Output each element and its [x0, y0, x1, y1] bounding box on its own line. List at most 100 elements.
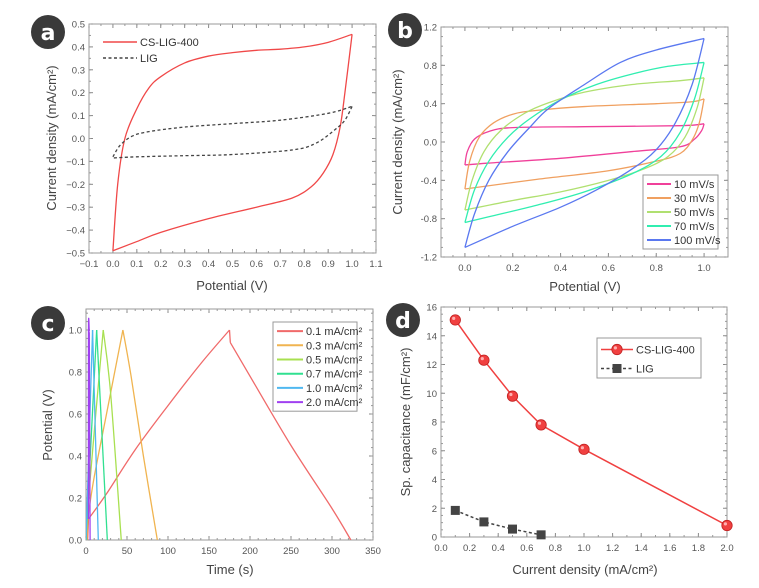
- y-tick-label: 0.4: [72, 42, 85, 53]
- x-tick-label: 1.4: [635, 543, 648, 554]
- legend-label: 1.0 mA/cm²: [306, 383, 363, 395]
- x-tick-label: −0.1: [80, 259, 99, 270]
- series-lig-point: [508, 524, 517, 534]
- series-1-0-ma-cm--line: [91, 329, 99, 540]
- x-tick-label: 0: [83, 546, 88, 557]
- legend-label: 50 mV/s: [674, 207, 715, 219]
- series-cs-lig-400-point: [478, 354, 490, 366]
- series-0-1-ma-cm--line: [86, 518, 90, 540]
- x-tick-label: 100: [160, 546, 176, 557]
- legend: 0.1 mA/cm² 0.3 mA/cm² 0.5 mA/cm² 0.7 mA/cm²…: [272, 321, 363, 412]
- series-lig-point: [536, 530, 546, 540]
- series-cs-lig-400-point-highlight: [537, 421, 542, 425]
- x-tick-label: 50: [122, 546, 133, 557]
- x-tick-label: 1.0: [345, 259, 358, 270]
- x-tick-label: 0.6: [520, 543, 533, 554]
- series-0-7-ma-cm--line: [86, 329, 98, 540]
- y-tick-label: 0.8: [69, 368, 82, 379]
- legend: 10 mV/s 30 mV/s 50 mV/s 70 mV/s 100 mV/s: [642, 174, 721, 250]
- series-100-mv-s-line: [464, 38, 705, 249]
- series-group: [464, 37, 705, 249]
- series-2-0-ma-cm--line: [88, 332, 91, 540]
- x-tick-label: 0.4: [554, 263, 567, 274]
- series-0-5-ma-cm--line: [102, 329, 122, 540]
- x-tick-label: 1.6: [663, 543, 676, 554]
- series-70-mv-s-line: [464, 61, 705, 223]
- y-tick-label: 0.6: [69, 410, 82, 421]
- y-tick-label: -0.8: [421, 214, 437, 225]
- y-axis-label: Potential (V): [40, 389, 55, 461]
- legend-label: CS-LIG-400: [140, 37, 199, 49]
- series-cs-lig-400-point: [721, 519, 733, 532]
- legend-label: 10 mV/s: [674, 179, 715, 191]
- series-cs-lig-400-point-highlight: [452, 316, 456, 320]
- legend-label: 0.3 mA/cm²: [306, 340, 363, 352]
- y-tick-label: 12: [426, 360, 437, 371]
- panel-badge: [31, 306, 65, 340]
- series-50-mv-s-line: [464, 77, 705, 211]
- series-10-mv-s-line: [464, 123, 705, 166]
- panel-badge: [386, 303, 420, 337]
- x-tick-label: 0.2: [506, 263, 519, 274]
- x-axis-label: Time (s): [206, 562, 253, 577]
- legend-label: 30 mV/s: [674, 193, 715, 205]
- x-tick-label: 0.9: [322, 259, 335, 270]
- x-tick-label: 0.2: [154, 259, 167, 270]
- x-tick-label: 1.1: [369, 259, 382, 270]
- y-tick-label: −0.3: [66, 203, 85, 214]
- series-0-1-ma-cm--line: [229, 342, 352, 540]
- legend-label: 0.5 mA/cm²: [306, 355, 363, 367]
- y-axis-label: Sp. capacitance (mF/cm²): [398, 348, 413, 497]
- series-0-3-ma-cm--line: [122, 329, 158, 540]
- legend-label: CS-LIG-400: [636, 345, 695, 357]
- legend: CS-LIG-400 LIG: [596, 337, 702, 379]
- series-100-mv-s-line: [464, 37, 705, 248]
- panel-badge: [388, 13, 422, 47]
- series-cs-lig-400-point-highlight: [580, 446, 585, 450]
- x-axis-label: Potential (V): [196, 278, 268, 293]
- y-tick-label: 4: [432, 475, 437, 486]
- legend-label: LIG: [140, 53, 158, 65]
- x-tick-label: 200: [242, 546, 258, 557]
- series-lig-point: [479, 517, 489, 527]
- series-30-mv-s-line: [464, 98, 705, 190]
- legend-marker-highlight: [613, 346, 618, 350]
- series-0-1-ma-cm--line: [87, 329, 230, 520]
- x-tick-label: 300: [324, 546, 340, 557]
- x-tick-label: 350: [365, 546, 381, 557]
- x-tick-label: 0.1: [130, 259, 143, 270]
- y-tick-label: 0.0: [69, 536, 82, 547]
- panel-a: −0.1 0.0 0.1 0.2 0.3 0.4 0.5 0.6 0.7 0.8 0.9 1.0 1.1…: [31, 15, 383, 293]
- y-tick-label: 0.5: [72, 20, 85, 31]
- y-tick-label: 10: [426, 389, 437, 400]
- series-0-1-ma-cm--line: [228, 329, 231, 343]
- legend-box: [642, 174, 719, 250]
- y-tick-label: −0.5: [66, 249, 85, 260]
- plot-frame: [85, 308, 374, 541]
- legend-marker: [612, 364, 622, 373]
- y-tick-label: 1.0: [69, 326, 82, 337]
- series-group: [454, 319, 727, 536]
- x-tick-label: 1.2: [606, 543, 619, 554]
- x-tick-label: 0.4: [492, 543, 505, 554]
- series-cs-lig-400-line: [112, 34, 353, 252]
- x-tick-label: 0.3: [178, 259, 191, 270]
- series-2-0-ma-cm--line: [87, 317, 90, 520]
- y-axis-label: Current density (mA/cm²): [390, 69, 405, 214]
- y-axis-label: Current density (mA/cm²): [44, 65, 59, 210]
- series-lig-point: [450, 505, 460, 515]
- legend-label: 70 mV/s: [674, 221, 715, 233]
- x-tick-label: 0.5: [226, 259, 239, 270]
- x-tick-label: 0.0: [458, 263, 471, 274]
- panel-d: 0.0 0.2 0.4 0.6 0.8 1.0 1.2 1.4 1.6 1.8 2.0 0 2 4 6 8 10…: [386, 303, 734, 577]
- x-axis-label: Current density (mA/cm²): [512, 562, 657, 577]
- series-lig-line: [112, 106, 353, 159]
- panel-letter: d: [395, 309, 411, 334]
- series-lig-line: [455, 509, 542, 536]
- y-tick-label: 0.8: [424, 61, 437, 72]
- x-tick-label: 250: [283, 546, 299, 557]
- legend-label: 0.1 mA/cm²: [306, 326, 363, 338]
- series-group: [112, 33, 353, 252]
- y-tick-label: 0.3: [72, 65, 85, 76]
